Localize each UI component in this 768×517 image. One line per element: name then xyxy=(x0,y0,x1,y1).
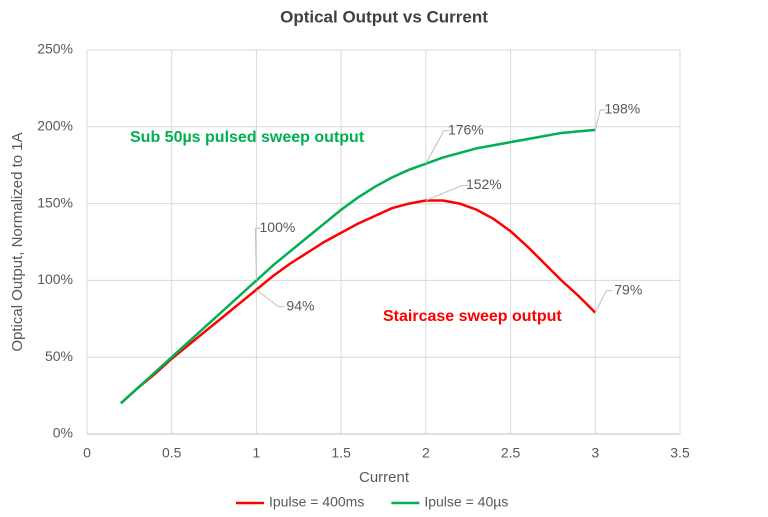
x-tick-label: 3.5 xyxy=(670,445,690,461)
x-axis-label: Current xyxy=(359,469,410,486)
data-label: 100% xyxy=(260,219,296,235)
label-leader xyxy=(425,130,450,164)
x-tick-label: 3 xyxy=(591,445,599,461)
label-leader xyxy=(594,109,607,130)
y-tick-label: 50% xyxy=(45,348,73,364)
legend-label: Ipulse = 40µs xyxy=(424,494,508,510)
data-label: 176% xyxy=(448,121,484,137)
chart-title: Optical Output vs Current xyxy=(280,7,488,26)
x-tick-label: 1 xyxy=(253,445,261,461)
y-tick-label: 150% xyxy=(37,194,73,210)
data-label: 94% xyxy=(286,297,314,313)
legend-label: Ipulse = 400ms xyxy=(269,494,364,510)
x-tick-label: 2.5 xyxy=(501,445,521,461)
series-line xyxy=(120,128,596,405)
data-label: 79% xyxy=(614,281,642,297)
x-tick-label: 1.5 xyxy=(331,445,351,461)
y-axis-label: Optical Output, Normalized to 1A xyxy=(9,132,26,351)
x-tick-label: 0 xyxy=(83,445,91,461)
x-tick-label: 0.5 xyxy=(162,445,182,461)
y-tick-label: 100% xyxy=(37,271,73,287)
data-label: 198% xyxy=(604,101,640,117)
label-leader xyxy=(254,227,262,281)
y-tick-label: 200% xyxy=(37,118,73,134)
label-leader xyxy=(594,290,613,313)
label-leader xyxy=(256,289,285,308)
series-line xyxy=(120,199,597,405)
x-tick-label: 2 xyxy=(422,445,430,461)
annotation: Sub 50µs pulsed sweep output xyxy=(130,129,365,146)
annotation: Staircase sweep output xyxy=(383,308,562,325)
data-label: 152% xyxy=(466,176,502,192)
y-tick-label: 250% xyxy=(37,41,73,57)
y-tick-label: 0% xyxy=(53,425,73,441)
label-leader xyxy=(425,185,468,201)
